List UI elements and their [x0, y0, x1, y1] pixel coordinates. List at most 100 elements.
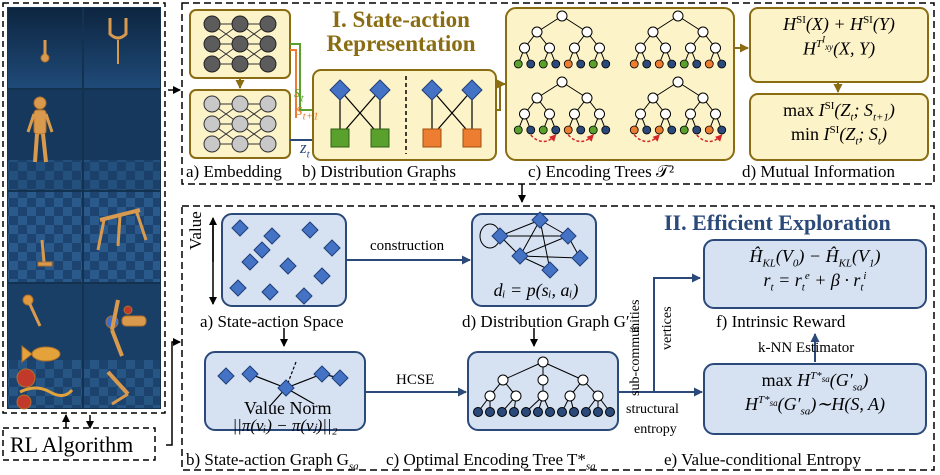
- construction-label: construction: [370, 238, 445, 254]
- encoding-tree-3: [513, 76, 611, 135]
- red-dashed-arc: [567, 134, 594, 143]
- opt-tree-leaf: [581, 407, 591, 417]
- tree-leaf: [526, 59, 536, 69]
- tree-leaf: [538, 125, 548, 135]
- caption-state-action-space: a) State-action Space: [200, 312, 344, 331]
- embedding-network-top: [189, 9, 291, 79]
- tree-leaf: [576, 125, 586, 135]
- tree-leaf: [642, 125, 652, 135]
- opt-tree-leaf: [509, 407, 519, 417]
- state-action-point: [295, 287, 313, 305]
- s-t-label: st: [294, 82, 304, 105]
- mi-boxes: [749, 7, 929, 161]
- caption-encoding-trees: c) Encoding Trees 𝒯²: [528, 162, 675, 181]
- tree-leaf: [667, 59, 677, 69]
- caption-state-action-graph: b) State-action Graph Gsa: [186, 450, 359, 473]
- sub-communities-label: sub-communities: [628, 299, 643, 396]
- tree-leaf: [588, 125, 598, 135]
- state-action-point: [263, 227, 281, 245]
- tree-leaf: [654, 59, 664, 69]
- opt-tree-leaf: [605, 407, 615, 417]
- tree-leaf: [576, 59, 586, 69]
- tree-leaf: [692, 59, 702, 69]
- opt-tree-leaf: [473, 407, 483, 417]
- tree-leaf: [629, 59, 639, 69]
- opt-tree-leaf: [557, 407, 567, 417]
- vertices-label: vertices: [660, 306, 675, 350]
- tree-leaf: [563, 125, 573, 135]
- embed-to-graph-lines: [290, 43, 312, 141]
- caption-distribution-graphs: b) Distribution Graphs: [302, 162, 456, 181]
- tree-to-right-connectors: [618, 273, 703, 397]
- section1-title-line1: I. State-action: [332, 7, 470, 32]
- knn-label: k-NN Estimator: [758, 340, 855, 356]
- value-axis-label: Value: [186, 211, 205, 250]
- tree-leaf: [601, 125, 611, 135]
- opt-tree-leaf: [569, 407, 579, 417]
- opt-tree-leaf: [593, 407, 603, 417]
- embedding-network-bottom: [189, 89, 291, 159]
- z-t-label: zt: [300, 138, 310, 161]
- graph-to-tree-arrow: [496, 79, 506, 111]
- opt-tree-leaf: [533, 407, 543, 417]
- opt-tree-leaf: [545, 407, 555, 417]
- caption-optimal-encoding-tree: c) Optimal Encoding Tree T*sa: [386, 450, 596, 473]
- red-dashed-arc: [633, 134, 660, 143]
- hcse-label: HCSE: [396, 372, 435, 388]
- rl-algorithm-label: RL Algorithm: [10, 432, 134, 457]
- state-action-graph: [204, 351, 366, 431]
- state-action-point: [241, 253, 259, 271]
- section1-title: I. State-action Representation: [296, 7, 506, 57]
- tree-leaf: [692, 125, 702, 135]
- tree-leaf: [513, 125, 523, 135]
- tree-leaf: [601, 59, 611, 69]
- distribution-formula: dᵢ = p(sᵢ, aᵢ): [493, 280, 579, 300]
- tree-leaf: [551, 125, 561, 135]
- caption-embedding: a) Embedding: [186, 162, 282, 181]
- tree-leaf: [679, 59, 689, 69]
- tree-leaf: [563, 59, 573, 69]
- intrinsic-reward-formula: ĤKL(V0) − ĤKL(V1) rt = rte + β · rti: [749, 246, 881, 294]
- state-action-point: [229, 279, 247, 297]
- state-action-point: [313, 267, 331, 285]
- mi-bottom-formula: max ISI(Zt; St+1) min ISI(Zt; St): [783, 100, 895, 148]
- value-norm-label: Value Norm: [244, 398, 332, 418]
- caption-mutual-information: d) Mutual Information: [742, 162, 895, 181]
- section-state-action-representation: [181, 2, 935, 185]
- state-action-point: [279, 257, 297, 275]
- state-action-point: [261, 283, 279, 301]
- entropy-formula: max HT*sa(G′sa) HT*sa(G′sa)∼H(S, A): [744, 370, 886, 418]
- mi-top-formula: HSI(X) + HSI(Y) HTIxy(X, Y): [783, 14, 895, 59]
- section1-title-line2: Representation: [326, 31, 476, 57]
- structural-label: structural: [626, 402, 679, 417]
- section2-title: II. Efficient Exploration: [664, 210, 891, 235]
- encoding-tree-1: [513, 10, 611, 69]
- red-dashed-arc: [530, 134, 557, 143]
- state-action-point: [231, 219, 249, 237]
- tree-leaf: [704, 125, 714, 135]
- opt-tree-leaf: [485, 407, 495, 417]
- state-action-point: [301, 221, 319, 239]
- entropy-label: entropy: [634, 422, 677, 437]
- optimal-encoding-tree: [467, 351, 619, 431]
- encoding-trees: [505, 7, 735, 161]
- caption-intrinsic-reward: f) Intrinsic Reward: [716, 312, 846, 331]
- tree-leaf: [551, 59, 561, 69]
- left-connectors: [62, 86, 181, 446]
- env-figures: [16, 18, 148, 410]
- caption-distribution-graph: d) Distribution Graph G′sa: [462, 312, 640, 335]
- section-efficient-exploration: [181, 205, 935, 471]
- encoding-tree-4: [629, 76, 727, 135]
- tree-leaf: [667, 125, 677, 135]
- tree-leaf: [679, 125, 689, 135]
- env-thumbnails: [8, 8, 160, 408]
- tree-leaf: [513, 59, 523, 69]
- tree-leaf: [526, 125, 536, 135]
- distribution-graph-gsa: [471, 211, 597, 307]
- tree-leaf: [704, 59, 714, 69]
- opt-tree-leaf: [521, 407, 531, 417]
- opt-tree-leaf: [497, 407, 507, 417]
- intrinsic-reward-box: [703, 239, 927, 309]
- red-dashed-arc: [696, 134, 723, 143]
